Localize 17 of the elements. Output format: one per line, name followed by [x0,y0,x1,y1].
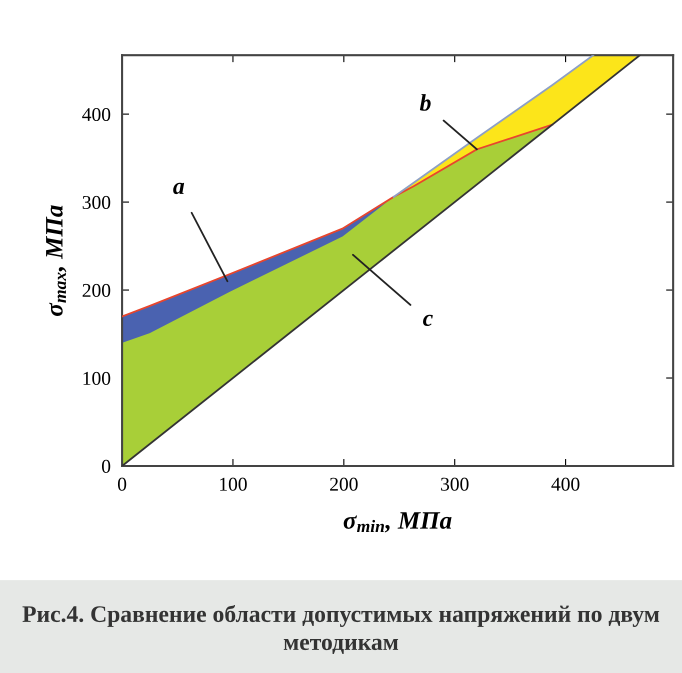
y-tick-label: 300 [82,196,110,210]
x-tick-label: 0 [118,478,126,491]
annotation: b [420,94,431,111]
y-tick-label: 100 [84,372,110,385]
y-tick-label: 0 [102,460,110,473]
y-tick-label: 400 [82,108,110,122]
text: Рис.4. Сравнение области допустимых напряжений по двум методикам [22,604,660,654]
x-axis-title: σ$_{min}$, МПа [344,512,452,532]
y-axis-title: σ$_{max}$, МПа [46,205,66,316]
annotation: c [423,314,433,326]
line-series [392,55,594,198]
x-tick-label: 100 [220,478,247,491]
x-tick-label: 300 [441,478,469,491]
x-tick-label: 400 [551,478,580,491]
y-tick-label: 200 [82,284,110,297]
annotation: a [173,182,184,194]
x-tick-label: 200 [330,478,358,491]
